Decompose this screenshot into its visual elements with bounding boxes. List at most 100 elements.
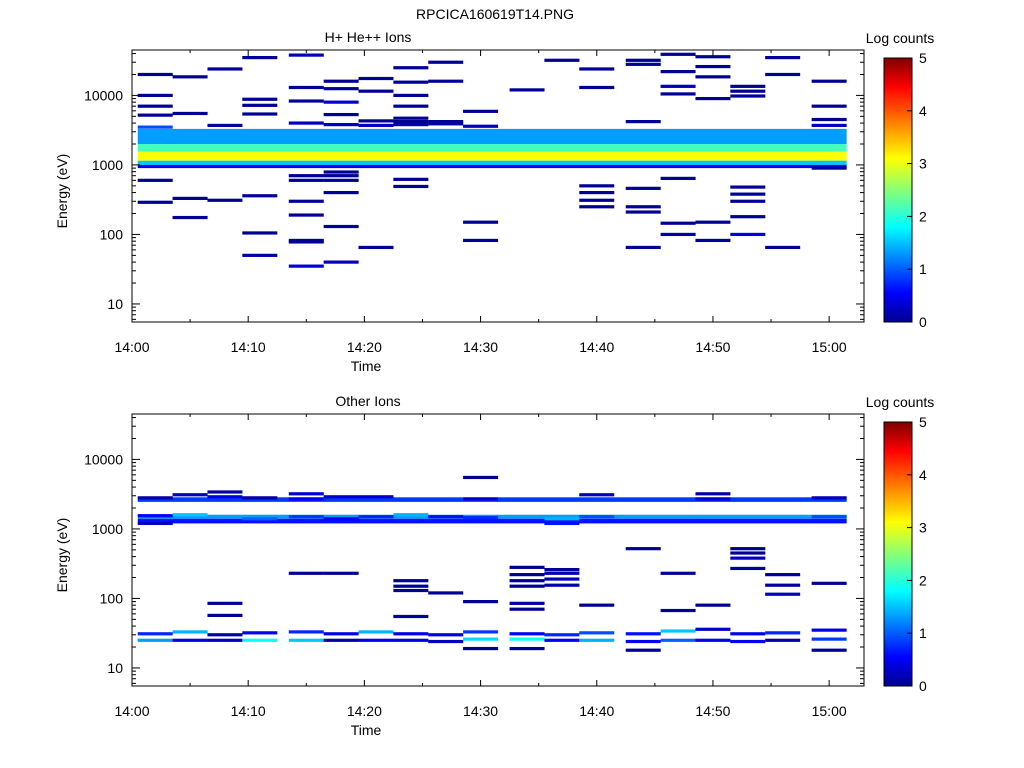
- heatmap-cell: [207, 633, 243, 637]
- heatmap-cell: [811, 123, 847, 128]
- heatmap-cell: [428, 633, 464, 637]
- heatmap-cell: [137, 113, 173, 117]
- x-tick-label: 14:30: [463, 703, 498, 719]
- heatmap-cell: [323, 112, 359, 117]
- heatmap-cell: [625, 639, 661, 644]
- heatmap-cell: [579, 603, 615, 607]
- x-tick-label: 14:20: [347, 703, 382, 719]
- heatmap-cell: [660, 52, 696, 56]
- heatmap-cell: [730, 639, 766, 644]
- heatmap-cell: [358, 76, 394, 81]
- heatmap-cell: [509, 607, 545, 611]
- heatmap-cell: [172, 638, 208, 642]
- heatmap-band: [137, 143, 847, 152]
- heatmap-cell: [323, 632, 359, 636]
- colorbar-tick-label: 1: [919, 625, 927, 641]
- heatmap-cell: [509, 646, 545, 651]
- heatmap-cell: [323, 170, 359, 174]
- figure-title: RPCICA160619T14.PNG: [416, 6, 574, 22]
- heatmap-cell: [428, 119, 464, 124]
- heatmap-cell: [137, 178, 173, 182]
- heatmap-cell: [660, 221, 696, 225]
- y-tick-label: 100: [100, 226, 124, 242]
- heatmap-cell: [288, 121, 324, 125]
- heatmap-cell: [509, 601, 545, 605]
- heatmap-cell: [730, 185, 766, 189]
- heatmap-cell: [242, 112, 278, 116]
- colorbar-tick-label: 1: [919, 261, 927, 277]
- heatmap-band: [137, 160, 847, 165]
- heatmap-cell: [509, 573, 545, 577]
- colorbar-tick-label: 0: [919, 314, 927, 330]
- heatmap-cell: [428, 122, 464, 126]
- heatmap-cell: [660, 84, 696, 88]
- heatmap-cell: [393, 184, 429, 189]
- heatmap-cell: [463, 109, 499, 113]
- colorbar-label: Log counts: [866, 394, 935, 410]
- heatmap-cell: [579, 85, 615, 90]
- heatmap-cell: [730, 89, 766, 93]
- heatmap-cell: [288, 199, 324, 203]
- heatmap-cell: [695, 603, 731, 607]
- y-tick-label: 1000: [92, 157, 123, 173]
- heatmap-cell: [730, 556, 766, 560]
- heatmap-cell: [730, 632, 766, 636]
- heatmap-cell: [463, 646, 499, 651]
- x-tick-label: 14:00: [114, 703, 149, 719]
- heatmap-cell: [660, 608, 696, 613]
- heatmap-cell: [730, 547, 766, 551]
- heatmap-cell: [393, 93, 429, 98]
- heatmap-cell: [393, 588, 429, 593]
- heatmap-cell: [579, 184, 615, 188]
- heatmap-cell: [288, 492, 324, 496]
- heatmap-cell: [393, 66, 429, 70]
- heatmap-cell: [463, 124, 499, 128]
- heatmap-cell: [288, 515, 324, 519]
- heatmap-cell: [463, 516, 499, 520]
- heatmap-cell: [242, 103, 278, 107]
- heatmap-cell: [242, 496, 278, 500]
- y-tick-label: 1000: [92, 521, 123, 537]
- heatmap-cell: [288, 85, 324, 90]
- panel-h-he-ions: 14:00 14:10 14:20 14:30 14:40 14:50 15:0010100…: [54, 29, 934, 374]
- heatmap-cell: [625, 210, 661, 214]
- heatmap-cell: [358, 638, 394, 642]
- heatmap-cell: [463, 637, 499, 641]
- heatmap-cell: [625, 62, 661, 66]
- heatmap-cell: [358, 630, 394, 634]
- heatmap-cell: [544, 567, 580, 572]
- heatmap-cell: [730, 192, 766, 196]
- heatmap-cell: [463, 238, 499, 243]
- heatmap-cell: [137, 632, 173, 636]
- heatmap-cell: [660, 70, 696, 74]
- heatmap-cell: [811, 79, 847, 83]
- heatmap-band: [137, 128, 847, 144]
- y-tick-label: 10: [107, 296, 123, 312]
- heatmap-cell: [207, 495, 243, 499]
- heatmap-cell: [358, 515, 394, 519]
- heatmap-cell: [544, 58, 580, 62]
- heatmap-cell: [695, 627, 731, 631]
- colorbar-tick-label: 0: [919, 678, 927, 694]
- heatmap-cell: [765, 583, 801, 587]
- heatmap-cell: [695, 492, 731, 496]
- heatmap-cell: [288, 178, 324, 182]
- heatmap-cell: [811, 515, 847, 519]
- heatmap-cell: [463, 600, 499, 604]
- heatmap-cell: [137, 104, 173, 108]
- heatmap-cell: [660, 571, 696, 575]
- heatmap-cell: [172, 75, 208, 79]
- heatmap-cell: [544, 633, 580, 637]
- heatmap-cell: [393, 579, 429, 583]
- heatmap-cell: [323, 174, 359, 178]
- heatmap-cell: [172, 215, 208, 220]
- heatmap-band: [137, 164, 847, 169]
- x-tick-label: 14:30: [463, 339, 498, 355]
- heatmap-cell: [695, 238, 731, 243]
- heatmap-cell: [172, 196, 208, 200]
- colorbar-tick-label: 5: [919, 50, 927, 66]
- heatmap-cell: [428, 591, 464, 595]
- heatmap-cell: [358, 89, 394, 93]
- heatmap-cell: [323, 260, 359, 264]
- heatmap-cell: [137, 496, 173, 500]
